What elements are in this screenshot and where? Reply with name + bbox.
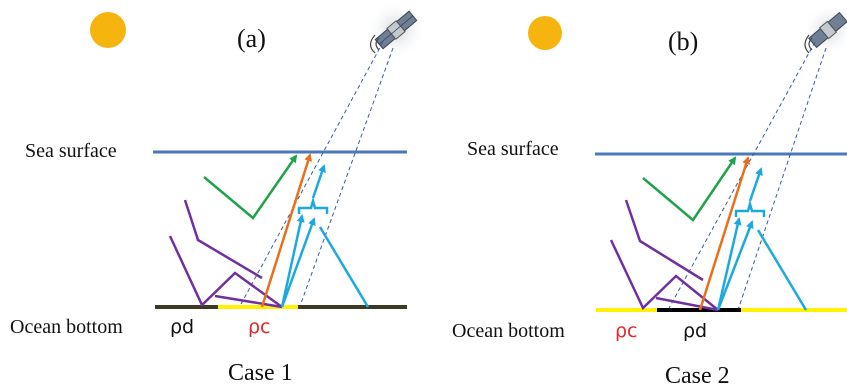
cyan-ray-top [748, 167, 763, 202]
green-ray [642, 156, 737, 222]
fov-edge-right [299, 47, 394, 307]
panel-b: (b) Sea surface Ocean bottom [452, 4, 847, 389]
purple-ray-3 [214, 294, 283, 309]
purple-ray-1 [183, 199, 263, 280]
cyan-ray-in [756, 229, 808, 311]
sea-surface-label: Sea surface [467, 138, 559, 160]
cyan-ray-up-2 [716, 220, 754, 311]
ocean-bottom-label: Ocean bottom [452, 320, 565, 342]
ocean-bottom-label: Ocean bottom [10, 316, 123, 338]
satellite-icon [366, 0, 426, 60]
cyan-ray-up-1 [280, 214, 305, 308]
case-caption: Case 1 [228, 360, 293, 386]
rho-left-label: ρd [170, 316, 194, 338]
cyan-ray-top [311, 164, 326, 199]
cyan-brace [297, 196, 329, 214]
cyan-brace [734, 199, 766, 217]
sun-icon [90, 12, 126, 48]
fov-edge-left [667, 41, 816, 311]
sun-icon [528, 16, 562, 50]
rho-right-label: ρc [248, 316, 271, 338]
cyan-ray-in [318, 226, 370, 308]
cyan-ray-up-2 [280, 217, 316, 308]
purple-ray-2 [609, 239, 719, 311]
cyan-ray-up-1 [716, 217, 742, 311]
rho-right-label: ρd [683, 320, 707, 342]
sea-surface-label: Sea surface [25, 140, 117, 162]
satellite-icon [802, 4, 847, 56]
panel-tag: (b) [668, 27, 698, 56]
rho-left-label: ρc [615, 320, 638, 342]
panel-a: (a) Sea surface [10, 0, 426, 386]
panel-tag: (a) [237, 24, 266, 53]
purple-ray-3 [655, 296, 719, 312]
orange-ray [698, 156, 751, 311]
purple-ray-2 [168, 235, 283, 309]
purple-ray-1 [624, 199, 704, 282]
orange-ray [260, 153, 313, 308]
case-caption: Case 2 [665, 363, 730, 389]
fov-edge-left [239, 41, 384, 307]
green-ray [203, 154, 298, 220]
